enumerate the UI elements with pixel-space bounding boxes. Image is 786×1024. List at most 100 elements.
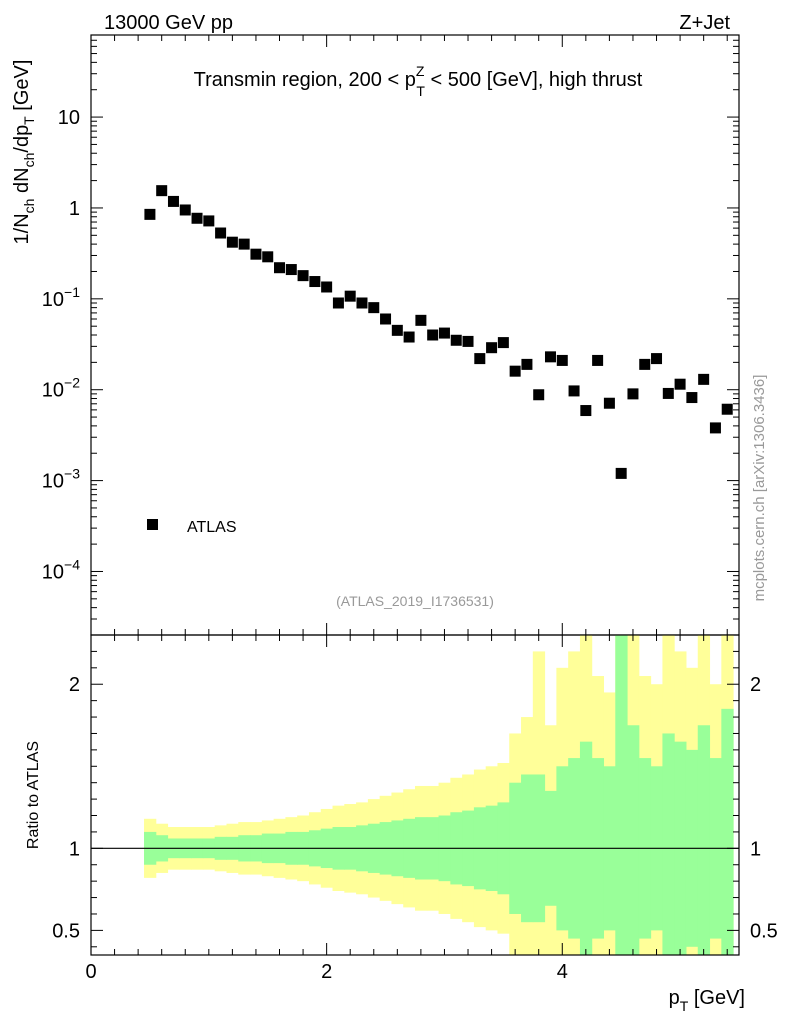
data-point	[544, 351, 556, 363]
data-point	[615, 467, 627, 479]
y-tick-label: 10−4	[42, 556, 80, 583]
x-label-part: p	[669, 987, 680, 1009]
y-axis-label-main: 1/Nch dNch/dpT [GeV]	[11, 60, 37, 245]
data-point	[674, 378, 686, 390]
data-point	[297, 270, 309, 282]
y-label-sub: T	[21, 116, 37, 125]
data-point	[309, 276, 321, 288]
data-point	[580, 405, 592, 417]
data-point	[156, 185, 168, 197]
y-tick-label: 1	[69, 198, 80, 220]
data-point	[415, 314, 427, 326]
x-axis-label: pT [GeV]	[669, 987, 745, 1014]
data-point	[238, 238, 250, 250]
ratio-y-tick-label-right: 0.5	[750, 920, 778, 942]
main-plot-panel: 10 1 10−1 10−2 10−3 10−4 Transmin region, 200…	[11, 34, 740, 636]
plot-title-subscript: T	[416, 83, 425, 99]
data-point	[450, 334, 462, 346]
y-axis-label-ratio: Ratio to ATLAS	[25, 741, 42, 849]
ratio-band-inner	[721, 708, 734, 955]
data-point	[344, 290, 356, 302]
data-point	[368, 302, 380, 314]
data-point	[262, 251, 274, 263]
plot-title-superscript: Z	[416, 63, 425, 79]
data-point	[403, 331, 415, 343]
data-point	[497, 337, 509, 349]
ratio-y-tick-label-right: 1	[750, 838, 761, 860]
data-point	[167, 195, 179, 207]
data-point	[651, 353, 663, 365]
data-point	[250, 248, 262, 260]
ratio-y-tick-label-right: 2	[750, 674, 761, 696]
y-label-part: /dp	[11, 125, 33, 153]
data-point	[462, 335, 474, 347]
data-point	[721, 403, 733, 415]
legend-label: ATLAS	[187, 519, 237, 536]
y-label-part: 1/N	[11, 213, 33, 244]
data-point	[203, 215, 215, 227]
data-point	[639, 358, 651, 370]
data-point	[509, 365, 521, 377]
main-data-layer	[144, 185, 733, 479]
data-point	[603, 397, 615, 409]
data-point	[568, 385, 580, 397]
analysis-watermark: (ATLAS_2019_I1736531)	[336, 593, 494, 609]
y-label-part: [GeV]	[11, 60, 33, 117]
legend-marker	[147, 519, 158, 530]
header-left: 13000 GeV pp	[104, 12, 233, 34]
data-point	[332, 297, 344, 309]
ratio-band-inner	[662, 733, 675, 955]
ratio-axes-layer: 0 2 4 0.5 0.5 1 1 2 2	[52, 635, 778, 983]
y-label-sub: ch	[21, 153, 37, 168]
x-tick-label: 0	[85, 961, 96, 983]
ratio-y-tick-label: 1	[69, 838, 80, 860]
main-axes-layer: 10 1 10−1 10−2 10−3 10−4	[42, 34, 739, 636]
ratio-data-layer	[91, 635, 739, 955]
data-point	[592, 354, 604, 366]
data-point	[391, 324, 403, 336]
x-tick-label: 2	[321, 961, 332, 983]
plot-title-suffix: < 500 [GeV], high thrust	[425, 69, 643, 91]
data-point	[521, 358, 533, 370]
y-tick-label: 10−3	[42, 466, 80, 493]
data-point	[627, 388, 639, 400]
data-point	[556, 354, 568, 366]
data-point	[533, 389, 545, 401]
data-point	[709, 422, 721, 434]
data-point	[698, 373, 710, 385]
ratio-band-inner	[697, 725, 711, 955]
x-label-sub: T	[680, 998, 689, 1014]
data-point	[285, 264, 297, 276]
plot-title: Transmin region, 200 < pZ T < 500 [GeV], …	[194, 63, 643, 99]
data-point	[427, 329, 439, 341]
plot-title-prefix: Transmin region, 200 < p	[194, 69, 416, 91]
data-point	[486, 342, 498, 354]
y-label-sub: ch	[21, 199, 37, 214]
header-right: Z+Jet	[679, 12, 730, 34]
data-point	[226, 236, 238, 248]
data-point	[662, 387, 674, 399]
side-label: mcplots.cern.ch [arXiv:1306.3436]	[751, 375, 768, 602]
ratio-band-inner	[615, 635, 628, 955]
data-point	[179, 204, 191, 216]
data-point	[144, 208, 156, 220]
ratio-y-tick-label: 0.5	[52, 920, 80, 942]
y-tick-label: 10−2	[42, 375, 80, 402]
ratio-plot-panel: 0 2 4 0.5 0.5 1 1 2 2 Ratio to ATLAS	[25, 634, 778, 983]
data-point	[191, 212, 203, 224]
data-point	[356, 297, 368, 309]
data-point	[686, 392, 698, 404]
data-point	[438, 327, 450, 339]
ratio-y-tick-label: 2	[69, 674, 80, 696]
data-point	[474, 353, 486, 365]
data-point	[274, 262, 286, 274]
y-tick-label: 10−1	[42, 284, 80, 311]
data-point	[321, 281, 333, 293]
ratio-band-inner	[627, 725, 640, 955]
data-point	[380, 313, 392, 325]
x-tick-label: 4	[557, 961, 568, 983]
x-label-unit: [GeV]	[688, 987, 745, 1009]
y-label-part: dN	[11, 167, 33, 198]
y-tick-label: 10	[58, 107, 80, 129]
